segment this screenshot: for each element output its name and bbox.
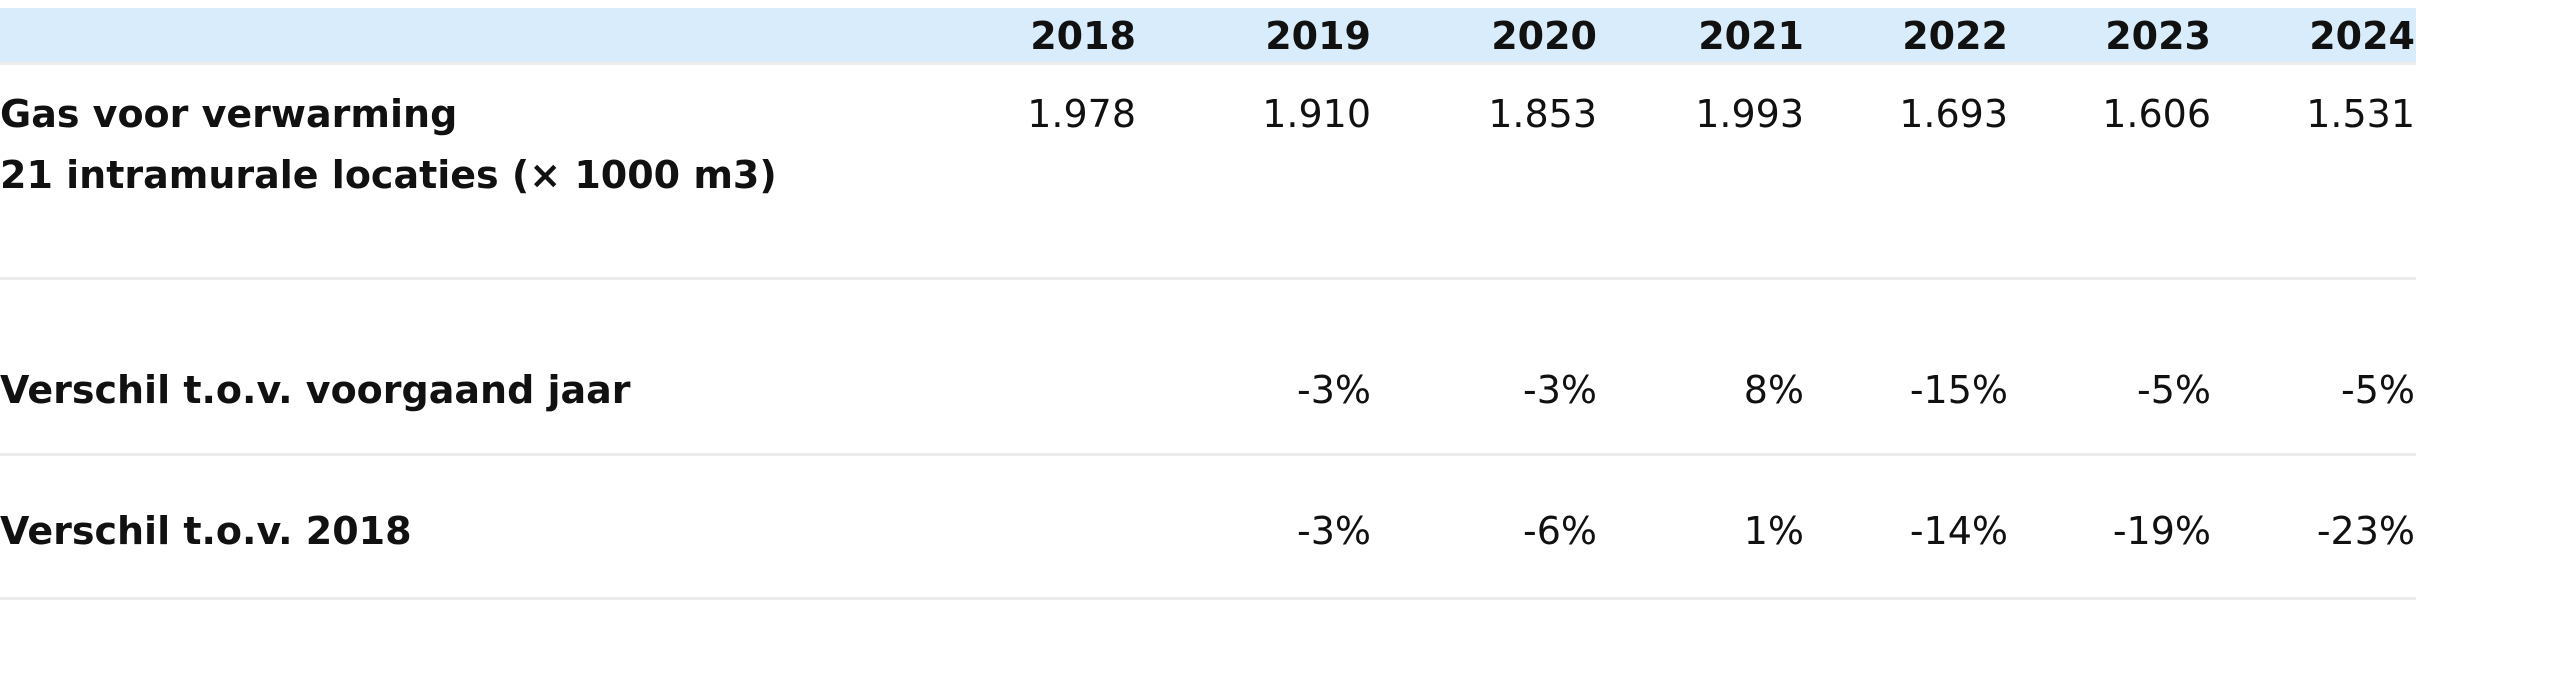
row-border [0, 277, 2416, 280]
cell-value: -3% [1297, 509, 1371, 553]
row-label: Verschil t.o.v. voorgaand jaar [0, 368, 631, 412]
column-header: 2022 [1902, 14, 2008, 58]
cell-value: -5% [2341, 368, 2415, 412]
row-border [0, 453, 2416, 456]
row-label: Gas voor verwarming [0, 92, 458, 136]
row-border [0, 597, 2416, 600]
cell-value: 8% [1743, 368, 1804, 412]
cell-value: -3% [1297, 368, 1371, 412]
cell-value: 1.531 [2306, 92, 2415, 136]
cell-value: 1.606 [2102, 92, 2211, 136]
column-header: 2021 [1698, 14, 1804, 58]
cell-value: -23% [2316, 509, 2415, 553]
row-label: Verschil t.o.v. 2018 [0, 509, 412, 553]
cell-value: -19% [2112, 509, 2211, 553]
column-header: 2024 [2309, 14, 2415, 58]
cell-value: -6% [1523, 509, 1597, 553]
row-border [0, 62, 2416, 65]
cell-value: 1.693 [1899, 92, 2008, 136]
cell-value: -3% [1523, 368, 1597, 412]
cell-value: 1% [1743, 509, 1804, 553]
cell-value: -15% [1909, 368, 2008, 412]
cell-value: -14% [1909, 509, 2008, 553]
header-band [0, 8, 2416, 62]
column-header: 2019 [1265, 14, 1371, 58]
row-label: 21 intramurale locaties (× 1000 m3) [0, 153, 777, 197]
cell-value: 1.910 [1262, 92, 1371, 136]
column-header: 2018 [1030, 14, 1136, 58]
cell-value: 1.993 [1695, 92, 1804, 136]
cell-value: 1.853 [1488, 92, 1597, 136]
column-header: 2020 [1491, 14, 1597, 58]
cell-value: -5% [2137, 368, 2211, 412]
column-header: 2023 [2105, 14, 2211, 58]
cell-value: 1.978 [1027, 92, 1136, 136]
